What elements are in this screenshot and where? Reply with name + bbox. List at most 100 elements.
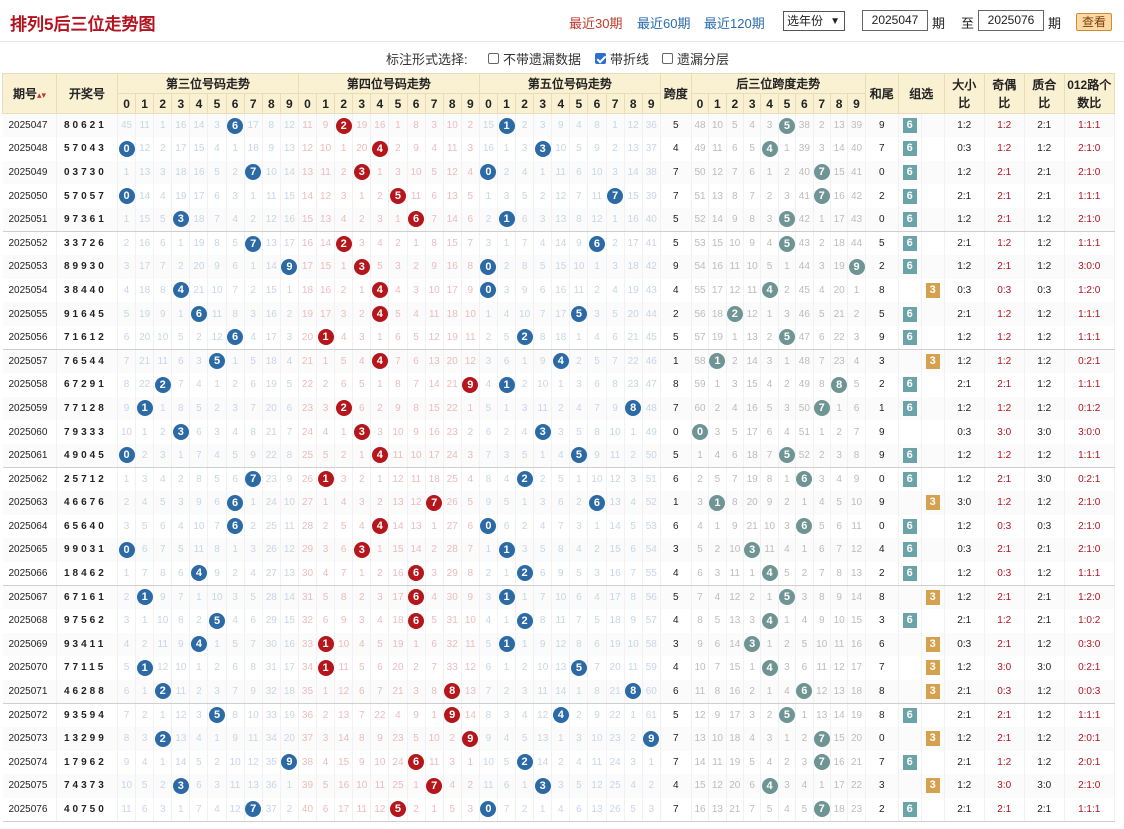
pos3-ball: 1 — [136, 659, 153, 676]
pos5-missing-cell: 22 — [606, 703, 625, 727]
span-missing-cell: 5 — [726, 420, 744, 444]
draw-number-cell: 40750 — [56, 797, 118, 822]
route-012-cell: 2:0:1 — [1063, 726, 1115, 751]
span-missing-cell: 8 — [813, 585, 831, 609]
group3-cell — [921, 207, 945, 232]
group6-cell: 6 — [897, 538, 922, 562]
pos3-missing-cell: 13 — [280, 137, 299, 161]
header-issue[interactable]: 期号▴▾ — [2, 73, 57, 114]
sum-tail-cell: 9 — [864, 325, 899, 350]
pos4-missing-cell: 22 — [370, 703, 390, 727]
span-missing-cell: 5 — [743, 137, 762, 161]
pos5-hit-cell: 8 — [624, 396, 643, 421]
pos4-missing-cell: 11 — [370, 774, 390, 798]
span-missing-cell: 1 — [778, 467, 797, 491]
header-draw: 开奖号 — [56, 73, 118, 114]
span-missing-cell: 9 — [847, 467, 866, 491]
header-pos3-digit-9: 9 — [279, 93, 299, 114]
big-small-cell: 2:1 — [943, 231, 985, 256]
span-ball: 5 — [778, 707, 795, 724]
pos3-missing-cell: 6 — [116, 325, 137, 350]
pos5-missing-cell: 2 — [515, 797, 535, 822]
pos5-missing-cell: 24 — [606, 750, 625, 775]
issue-cell: 2025070 — [2, 656, 57, 680]
span-missing-cell: 2 — [830, 420, 849, 444]
pos3-hit-cell: 3 — [171, 207, 191, 232]
prime-composite-cell: 1:2 — [1023, 349, 1065, 374]
checkbox-no-missing-data[interactable] — [488, 53, 499, 64]
checkbox-with-line[interactable] — [595, 53, 606, 64]
prime-composite-cell: 2:1 — [1023, 538, 1065, 562]
pos5-hit-cell: 1 — [497, 585, 517, 609]
span-value-cell: 5 — [659, 703, 692, 727]
span-missing-cell: 21 — [847, 750, 866, 775]
draw-number-cell: 25712 — [56, 467, 118, 491]
pos4-missing-cell: 3 — [370, 585, 390, 609]
group6-marker: 6 — [902, 447, 917, 463]
pos4-missing-cell: 2 — [461, 420, 480, 444]
pos4-missing-cell: 39 — [297, 774, 318, 798]
year-select[interactable]: 选年份 ▼ — [783, 11, 845, 31]
recent-120-link[interactable]: 最近120期 — [704, 16, 765, 31]
odd-even-cell: 2:1 — [983, 703, 1025, 727]
span-value-cell: 6 — [659, 679, 692, 704]
draw-number-cell: 97361 — [56, 207, 118, 232]
pos5-missing-cell: 1 — [551, 373, 571, 397]
pos4-hit-cell: 2 — [334, 231, 354, 256]
pos5-hit-cell: 2 — [515, 608, 535, 633]
span-missing-cell: 4 — [813, 278, 831, 303]
pos4-missing-cell: 14 — [443, 207, 462, 232]
pos5-hit-cell: 3 — [533, 774, 553, 798]
draw-number-cell: 17962 — [56, 750, 118, 775]
span-missing-cell: 3 — [743, 703, 762, 727]
group6-cell — [897, 632, 922, 657]
header-odd-even: 奇偶比 — [983, 73, 1025, 114]
option-no-missing-data[interactable]: 不带遗漏数据 — [488, 49, 581, 68]
pos3-missing-cell: 8 — [280, 443, 299, 468]
span-missing-cell: 1 — [708, 514, 727, 539]
table-row: 2025067 67161 2 1 9 7 1 10 3 5 28 14 31 5 8 2 3 17 6 4 30 9 3 1… — [2, 585, 1115, 609]
pos4-missing-cell: 2 — [316, 373, 336, 397]
pos5-hit-cell: 2 — [515, 561, 535, 586]
option-missing-layers[interactable]: 遗漏分层 — [662, 49, 729, 68]
span-missing-cell: 8 — [847, 443, 866, 468]
span-hit-cell: 1 — [708, 491, 727, 515]
pos5-missing-cell: 11 — [587, 750, 607, 775]
pos3-ball: 0 — [118, 541, 135, 558]
pos4-hit-cell: 6 — [407, 207, 426, 232]
header-pos5-digit-0: 0 — [478, 93, 498, 114]
checkbox-missing-layers[interactable] — [662, 53, 673, 64]
issue-cell: 2025058 — [2, 373, 57, 397]
issue-cell: 2025076 — [2, 797, 57, 822]
pos3-missing-cell: 6 — [189, 420, 209, 444]
pos5-missing-cell: 7 — [587, 656, 607, 680]
pos4-missing-cell: 5 — [461, 184, 480, 208]
span-ball: 4 — [761, 612, 778, 629]
pos3-missing-cell: 10 — [116, 774, 137, 798]
pos3-missing-cell: 13 — [135, 160, 155, 185]
pos4-missing-cell: 18 — [388, 608, 408, 633]
issue-to-input[interactable]: 2025076 — [978, 10, 1044, 31]
pos4-missing-cell: 5 — [461, 491, 480, 515]
recent-30-link[interactable]: 最近30期 — [569, 16, 623, 31]
option-with-line[interactable]: 带折线 — [595, 49, 649, 68]
pos3-missing-cell: 10 — [244, 703, 263, 727]
issue-from-input[interactable]: 2025047 — [862, 10, 928, 31]
pos4-missing-cell: 20 — [352, 137, 372, 161]
group3-cell — [921, 255, 945, 279]
group3-marker: 3 — [925, 683, 940, 699]
pos4-missing-cell: 25 — [297, 443, 318, 468]
group3-marker: 3 — [925, 660, 940, 676]
pos3-missing-cell: 29 — [262, 608, 281, 633]
pos3-missing-cell: 8 — [116, 373, 137, 397]
page-title: 排列5后三位走势图 — [10, 15, 156, 34]
group3-marker: 3 — [925, 636, 940, 652]
issue-cell: 2025048 — [2, 137, 57, 161]
pos4-hit-cell: 1 — [316, 632, 336, 657]
sum-tail-cell: 8 — [864, 679, 899, 704]
view-button[interactable]: 查看 — [1076, 13, 1112, 31]
pos3-missing-cell: 17 — [244, 113, 263, 138]
pos3-missing-cell: 9 — [171, 632, 191, 657]
recent-60-link[interactable]: 最近60期 — [637, 16, 691, 31]
span-ball: 7 — [813, 188, 830, 205]
